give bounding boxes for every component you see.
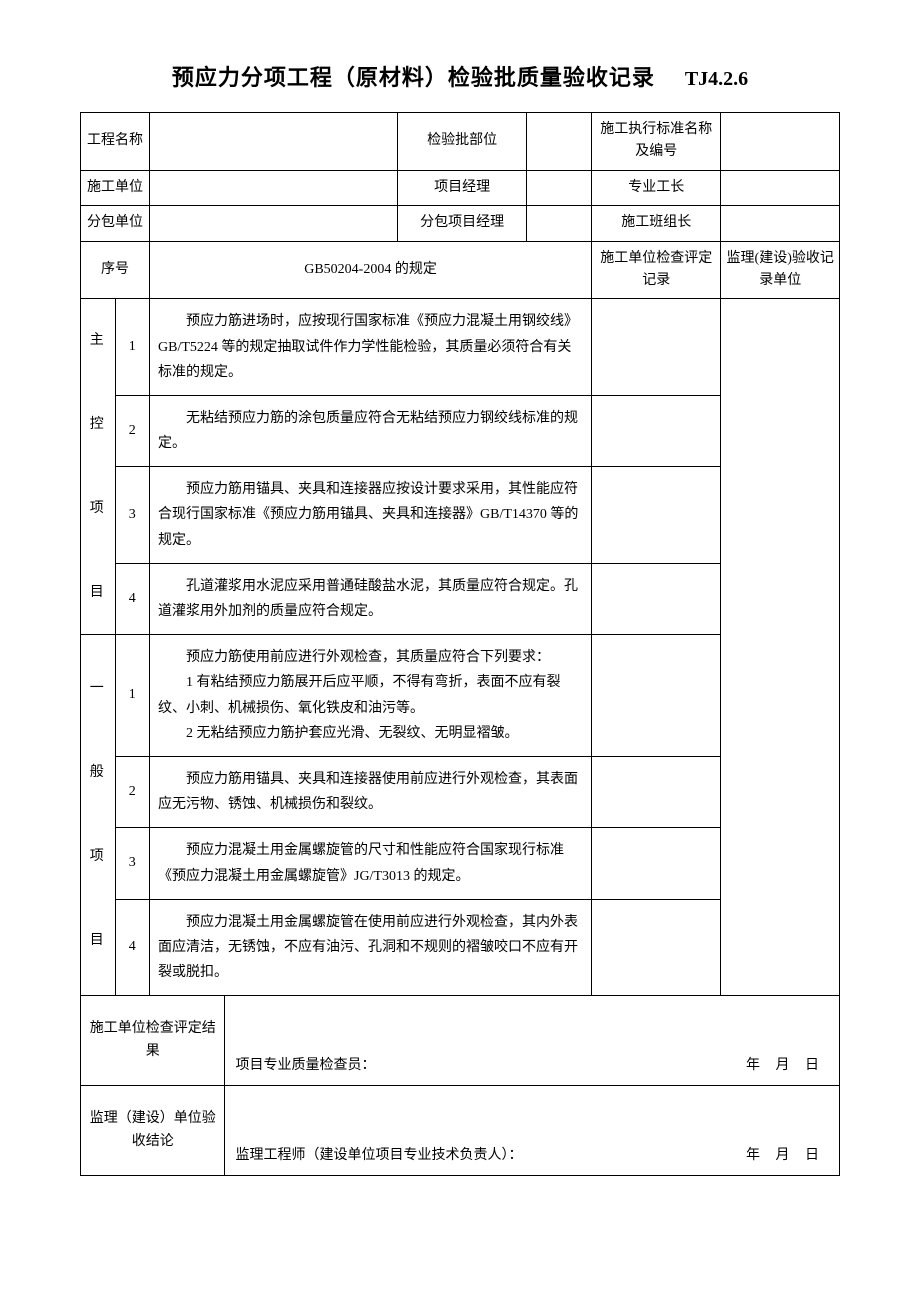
label-standard: 施工执行标准名称及编号	[592, 113, 721, 171]
main-item-1-row: 主控项目 1 预应力筋进场时，应按现行国家标准《预应力混凝土用钢绞线》GB/T5…	[81, 299, 840, 396]
general-item-4-num: 4	[115, 899, 150, 996]
footer-label-1: 施工单位检查评定结果	[81, 996, 225, 1086]
footer-row-1: 施工单位检查评定结果 项目专业质量检查员： 年 月 日	[81, 996, 840, 1086]
general-item-3-inspection	[592, 828, 721, 899]
footer-label-2: 监理（建设）单位验收结论	[81, 1086, 225, 1176]
section-general-label: 一般项目	[81, 635, 116, 996]
value-subcontractor	[150, 206, 398, 241]
general-item-2-text: 预应力筋用锚具、夹具和连接器使用前应进行外观检查，其表面应无污物、锈蚀、机械损伤…	[150, 756, 592, 827]
general-item-1-line3: 2 无粘结预应力筋护套应光滑、无裂纹、无明显褶皱。	[158, 721, 583, 746]
value-batch-location	[527, 113, 592, 171]
title-code: TJ4.2.6	[685, 68, 748, 91]
value-project-name	[150, 113, 398, 171]
main-item-4-text: 孔道灌浆用水泥应采用普通硅酸盐水泥，其质量应符合规定。孔道灌浆用外加剂的质量应符…	[150, 563, 592, 634]
general-item-1-num: 1	[115, 635, 150, 757]
section-main-label: 主控项目	[81, 299, 116, 635]
col-spec: GB50204-2004 的规定	[150, 241, 592, 299]
main-item-1-text: 预应力筋进场时，应按现行国家标准《预应力混凝土用钢绞线》GB/T5224 等的规…	[150, 299, 592, 396]
label-team-leader: 施工班组长	[592, 206, 721, 241]
footer-date-1: 年 月 日	[746, 1055, 829, 1077]
general-item-1-inspection	[592, 635, 721, 757]
general-item-2-inspection	[592, 756, 721, 827]
value-pm	[527, 170, 592, 205]
main-item-2-num: 2	[115, 395, 150, 466]
main-item-4-num: 4	[115, 563, 150, 634]
label-subcontractor: 分包单位	[81, 206, 150, 241]
header-row-1: 工程名称 检验批部位 施工执行标准名称及编号	[81, 113, 840, 171]
footer-content-2: 监理工程师（建设单位项目专业技术负责人）： 年 月 日	[225, 1086, 840, 1176]
general-item-1-line2: 1 有粘结预应力筋展开后应平顺，不得有弯折，表面不应有裂纹、小刺、机械损伤、氧化…	[158, 670, 583, 720]
label-contractor: 施工单位	[81, 170, 150, 205]
footer-date-2: 年 月 日	[746, 1145, 829, 1167]
col-acceptance: 监理(建设)验收记录单位	[721, 241, 840, 299]
title-row: 预应力分项工程（原材料）检验批质量验收记录 TJ4.2.6	[80, 60, 840, 92]
value-standard	[721, 113, 840, 171]
value-contractor	[150, 170, 398, 205]
value-sub-pm	[527, 206, 592, 241]
main-item-3-text: 预应力筋用锚具、夹具和连接器应按设计要求采用，其性能应符合现行国家标准《预应力筋…	[150, 467, 592, 564]
label-sub-pm: 分包项目经理	[397, 206, 526, 241]
page-title: 预应力分项工程（原材料）检验批质量验收记录	[172, 60, 655, 92]
general-item-3-text: 预应力混凝土用金属螺旋管的尺寸和性能应符合国家现行标准《预应力混凝土用金属螺旋管…	[150, 828, 592, 899]
label-project-name: 工程名称	[81, 113, 150, 171]
col-seq: 序号	[81, 241, 150, 299]
general-item-3-num: 3	[115, 828, 150, 899]
main-item-3-inspection	[592, 467, 721, 564]
label-foreman: 专业工长	[592, 170, 721, 205]
general-item-4-text: 预应力混凝土用金属螺旋管在使用前应进行外观检查，其内外表面应清洁，无锈蚀，不应有…	[150, 899, 592, 996]
general-item-4-inspection	[592, 899, 721, 996]
column-header-row: 序号 GB50204-2004 的规定 施工单位检查评定记录 监理(建设)验收记…	[81, 241, 840, 299]
col-inspection: 施工单位检查评定记录	[592, 241, 721, 299]
main-item-4-inspection	[592, 563, 721, 634]
general-item-1-line1: 预应力筋使用前应进行外观检查，其质量应符合下列要求：	[158, 645, 583, 670]
main-item-1-inspection	[592, 299, 721, 396]
value-team-leader	[721, 206, 840, 241]
footer-signer-1: 项目专业质量检查员：	[235, 1055, 375, 1077]
footer-signer-2: 监理工程师（建设单位项目专业技术负责人）：	[235, 1145, 522, 1167]
header-row-2: 施工单位 项目经理 专业工长	[81, 170, 840, 205]
acceptance-record-cell	[721, 299, 840, 996]
main-item-2-inspection	[592, 395, 721, 466]
general-item-1-text: 预应力筋使用前应进行外观检查，其质量应符合下列要求： 1 有粘结预应力筋展开后应…	[150, 635, 592, 757]
label-batch-location: 检验批部位	[397, 113, 526, 171]
footer-row-2: 监理（建设）单位验收结论 监理工程师（建设单位项目专业技术负责人）： 年 月 日	[81, 1086, 840, 1176]
general-item-2-num: 2	[115, 756, 150, 827]
main-item-1-num: 1	[115, 299, 150, 396]
header-row-3: 分包单位 分包项目经理 施工班组长	[81, 206, 840, 241]
main-table: 工程名称 检验批部位 施工执行标准名称及编号 施工单位 项目经理 专业工长 分包…	[80, 112, 840, 1176]
footer-content-1: 项目专业质量检查员： 年 月 日	[225, 996, 840, 1086]
label-pm: 项目经理	[397, 170, 526, 205]
main-item-2-text: 无粘结预应力筋的涂包质量应符合无粘结预应力钢绞线标准的规定。	[150, 395, 592, 466]
main-item-3-num: 3	[115, 467, 150, 564]
value-foreman	[721, 170, 840, 205]
